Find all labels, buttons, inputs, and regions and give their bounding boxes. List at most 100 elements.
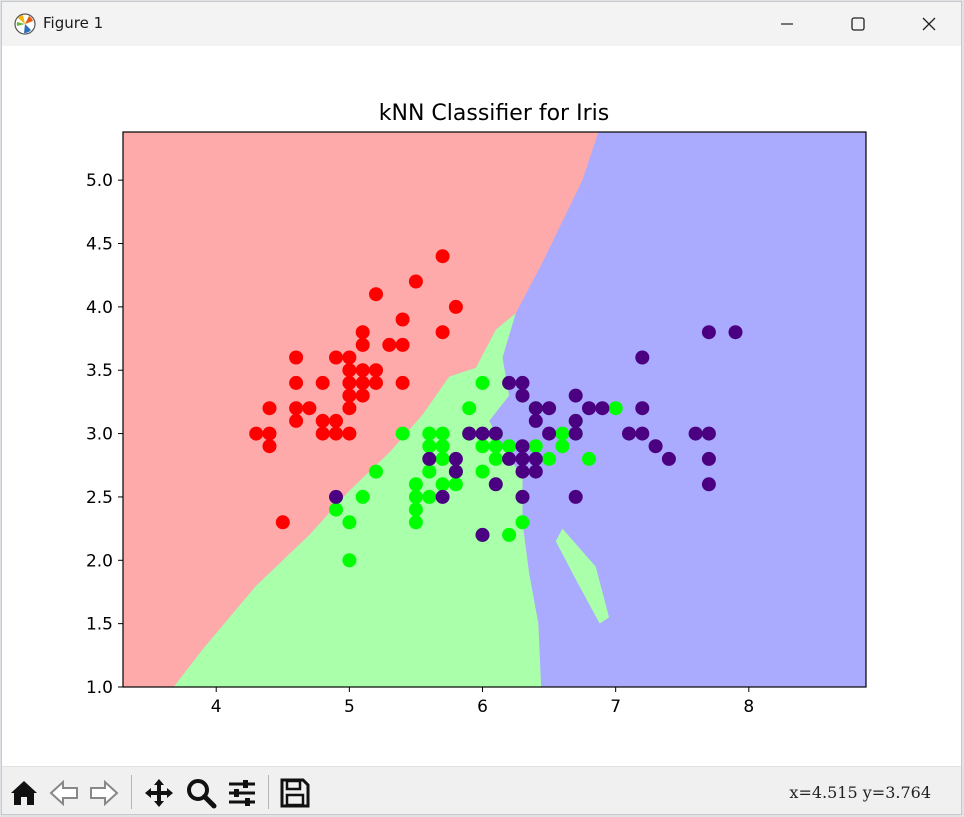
- x-tick-label: 6: [477, 697, 488, 717]
- point-versicolor: [475, 439, 490, 454]
- point-versicolor: [488, 439, 503, 454]
- save-icon: [280, 778, 310, 808]
- point-virginica: [528, 451, 543, 466]
- point-setosa: [342, 401, 357, 416]
- point-virginica: [462, 426, 477, 441]
- region-versicolor-island: [555, 528, 609, 624]
- home-button[interactable]: [6, 775, 42, 811]
- point-virginica: [448, 464, 463, 479]
- point-versicolor: [342, 515, 357, 530]
- figure-canvas[interactable]: 4 5 6 7 8 1.0 1.5 2.0 2.5 3.0 3.5 4.0 4.5 5.0 kNN Cla…: [2, 46, 961, 766]
- point-virginica: [568, 388, 583, 403]
- point-setosa: [275, 515, 290, 530]
- point-virginica: [542, 401, 557, 416]
- data-points: [249, 249, 743, 568]
- point-setosa: [329, 413, 343, 428]
- point-versicolor: [369, 464, 383, 479]
- configure-subplots-icon: [229, 780, 255, 806]
- knn-scatter-chart: 4 5 6 7 8 1.0 1.5 2.0 2.5 3.0 3.5 4.0 4.5 5.0 kNN Cla…: [86, 101, 867, 717]
- point-setosa: [395, 312, 410, 327]
- point-virginica: [635, 350, 650, 365]
- y-tick-label: 2.0: [86, 551, 113, 571]
- point-versicolor: [515, 515, 530, 530]
- point-virginica: [528, 413, 543, 428]
- point-versicolor: [555, 439, 570, 454]
- back-arrow-icon: [49, 779, 78, 807]
- back-button[interactable]: [46, 775, 82, 811]
- point-versicolor: [422, 464, 437, 479]
- point-setosa: [329, 350, 343, 365]
- point-virginica: [568, 413, 583, 428]
- point-versicolor: [408, 502, 423, 517]
- point-setosa: [355, 325, 370, 340]
- point-versicolor: [435, 439, 450, 454]
- point-virginica: [701, 451, 716, 466]
- forward-arrow-icon: [90, 779, 119, 807]
- axes-frame: [122, 131, 867, 688]
- decision-regions: [123, 132, 866, 687]
- point-virginica: [515, 439, 530, 454]
- point-virginica: [688, 426, 703, 441]
- point-setosa: [369, 363, 383, 378]
- point-virginica: [515, 451, 530, 466]
- forward-button[interactable]: [86, 775, 122, 811]
- point-setosa: [435, 325, 450, 340]
- point-virginica: [475, 527, 490, 542]
- point-virginica: [502, 451, 517, 466]
- point-setosa: [355, 337, 370, 352]
- configure-subplots-button[interactable]: [224, 775, 260, 811]
- y-tick-label: 2.5: [86, 488, 113, 508]
- y-tick-label: 4.0: [86, 298, 113, 318]
- point-versicolor: [408, 477, 423, 492]
- point-versicolor: [462, 401, 477, 416]
- home-icon: [11, 781, 37, 805]
- y-tick-label: 3.5: [86, 361, 113, 381]
- point-versicolor: [502, 439, 517, 454]
- window-title: Figure 1: [43, 14, 104, 32]
- point-setosa: [395, 337, 410, 352]
- point-virginica: [502, 375, 517, 390]
- pan-button[interactable]: [141, 775, 177, 811]
- matplotlib-logo-icon: [14, 13, 36, 35]
- point-setosa: [342, 426, 357, 441]
- point-virginica: [488, 426, 503, 441]
- point-setosa: [408, 274, 423, 289]
- save-button[interactable]: [277, 775, 313, 811]
- chart-title: kNN Classifier for Iris: [379, 101, 609, 126]
- maximize-icon: [851, 17, 865, 31]
- y-tick-label: 1.5: [86, 615, 113, 635]
- point-setosa: [262, 439, 277, 454]
- point-virginica: [595, 401, 610, 416]
- title-bar[interactable]: Figure 1: [2, 2, 961, 46]
- navigation-toolbar: x=4.515 y=3.764: [2, 766, 961, 814]
- point-versicolor: [488, 451, 503, 466]
- zoom-button[interactable]: [183, 775, 219, 811]
- point-setosa: [355, 388, 370, 403]
- point-setosa: [289, 350, 304, 365]
- maximize-button[interactable]: [835, 2, 881, 46]
- point-setosa: [369, 375, 383, 390]
- point-setosa: [315, 413, 330, 428]
- point-setosa: [355, 375, 370, 390]
- point-versicolor: [582, 451, 596, 466]
- point-virginica: [728, 325, 743, 340]
- point-virginica: [542, 426, 557, 441]
- point-setosa: [382, 337, 397, 352]
- y-tick-label: 5.0: [86, 171, 113, 191]
- point-setosa: [289, 401, 304, 416]
- point-versicolor: [329, 502, 343, 517]
- point-versicolor: [408, 515, 423, 530]
- x-tick-label: 7: [610, 697, 621, 717]
- point-setosa: [249, 426, 264, 441]
- point-versicolor: [422, 489, 437, 504]
- point-virginica: [515, 464, 530, 479]
- point-versicolor: [475, 375, 490, 390]
- point-setosa: [342, 388, 357, 403]
- point-setosa: [289, 375, 304, 390]
- minimize-button[interactable]: [764, 2, 810, 46]
- point-virginica: [648, 439, 663, 454]
- point-virginica: [635, 401, 650, 416]
- point-setosa: [448, 299, 463, 314]
- close-button[interactable]: [906, 2, 952, 46]
